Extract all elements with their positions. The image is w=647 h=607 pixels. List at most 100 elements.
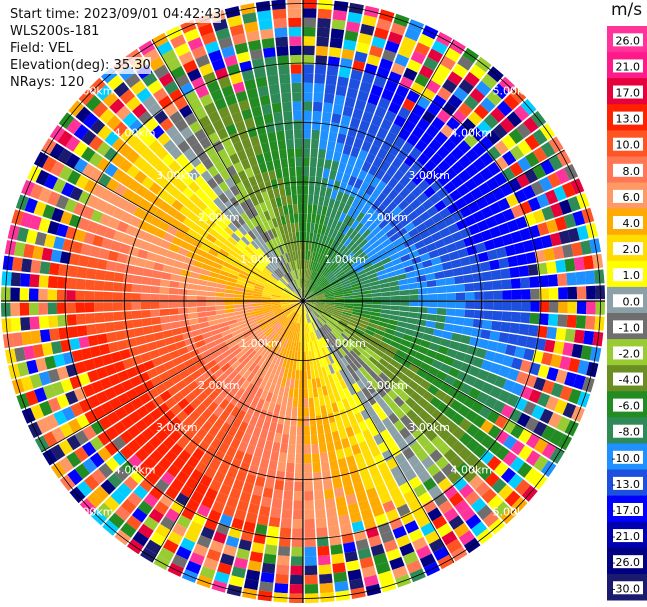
range-gate [344, 295, 354, 299]
range-gate [397, 45, 413, 59]
range-gate [399, 306, 410, 312]
range-gate [112, 302, 123, 311]
range-gate [288, 271, 294, 281]
range-gate [234, 508, 247, 521]
range-gate [140, 147, 155, 162]
range-gate [131, 284, 142, 293]
range-gate [259, 347, 268, 357]
range-gate [126, 337, 138, 348]
range-gate [306, 296, 316, 300]
range-gate [299, 379, 303, 389]
range-gate [251, 164, 261, 176]
range-gate [356, 379, 366, 390]
range-gate [291, 293, 300, 299]
range-gate [357, 149, 369, 161]
range-gate [412, 374, 424, 385]
range-gate [431, 335, 442, 345]
range-gate [293, 120, 302, 130]
ring-label: 3.00km [156, 421, 198, 434]
range-gate [306, 231, 310, 242]
range-gate [303, 194, 308, 204]
range-gate [316, 167, 324, 178]
range-gate [280, 301, 290, 304]
range-gate [411, 357, 423, 368]
range-gate [294, 304, 301, 312]
range-gate [274, 285, 284, 291]
range-gate [92, 234, 104, 247]
range-gate [436, 308, 447, 316]
range-gate [368, 466, 381, 479]
range-gate [187, 380, 199, 392]
range-gate [463, 318, 474, 327]
range-gate [91, 468, 107, 485]
range-gate [290, 223, 296, 233]
range-gate [303, 92, 313, 102]
range-gate [433, 546, 450, 561]
range-gate [423, 186, 436, 199]
range-gate [327, 333, 335, 342]
range-gate [241, 356, 251, 367]
range-gate [279, 278, 287, 286]
range-gate [253, 309, 264, 315]
range-gate [450, 259, 462, 269]
range-gate [148, 139, 163, 154]
range-gate [399, 427, 411, 440]
range-gate [425, 415, 438, 429]
range-gate [418, 307, 428, 314]
range-gate [249, 255, 259, 264]
range-gate [277, 414, 285, 425]
range-gate [98, 248, 110, 260]
range-gate [271, 413, 279, 424]
range-gate [231, 517, 245, 530]
range-gate [234, 42, 249, 55]
range-gate [513, 105, 530, 122]
range-gate [299, 231, 303, 242]
range-gate [273, 404, 281, 415]
range-gate [305, 314, 308, 324]
range-gate [110, 489, 126, 505]
range-gate [229, 185, 240, 197]
range-gate [388, 412, 400, 425]
range-gate [56, 223, 69, 238]
range-gate [89, 245, 101, 258]
range-gate [310, 157, 318, 168]
range-gate [251, 326, 261, 334]
range-gate [291, 303, 300, 309]
range-gate [455, 301, 466, 309]
range-gate [94, 312, 105, 323]
range-gate [73, 124, 89, 140]
range-gate [315, 305, 325, 311]
range-gate [400, 216, 412, 227]
range-gate [255, 225, 264, 236]
range-gate [454, 317, 465, 326]
range-gate [406, 409, 418, 421]
range-gate [457, 55, 474, 71]
range-gate [231, 417, 242, 429]
range-gate [133, 156, 147, 170]
range-gate [288, 232, 294, 243]
range-gate [175, 423, 189, 436]
range-gate [548, 154, 563, 171]
range-gate [282, 338, 289, 349]
range-gate [304, 481, 313, 492]
range-gate [224, 240, 235, 250]
range-gate [274, 27, 288, 38]
range-gate [327, 354, 335, 364]
range-gate [439, 253, 451, 263]
range-gate [293, 500, 303, 510]
range-gate [268, 516, 281, 528]
range-gate [289, 584, 303, 594]
range-gate [278, 64, 290, 75]
range-gate [195, 54, 210, 68]
range-gate [60, 378, 74, 393]
range-gate [338, 67, 351, 79]
range-gate [256, 278, 267, 285]
range-gate [240, 236, 251, 246]
range-gate [329, 459, 339, 471]
range-gate [98, 463, 114, 479]
range-gate [49, 143, 65, 160]
range-gate [305, 291, 313, 299]
range-gate [507, 473, 524, 490]
range-gate [230, 232, 241, 243]
range-gate [206, 359, 217, 369]
